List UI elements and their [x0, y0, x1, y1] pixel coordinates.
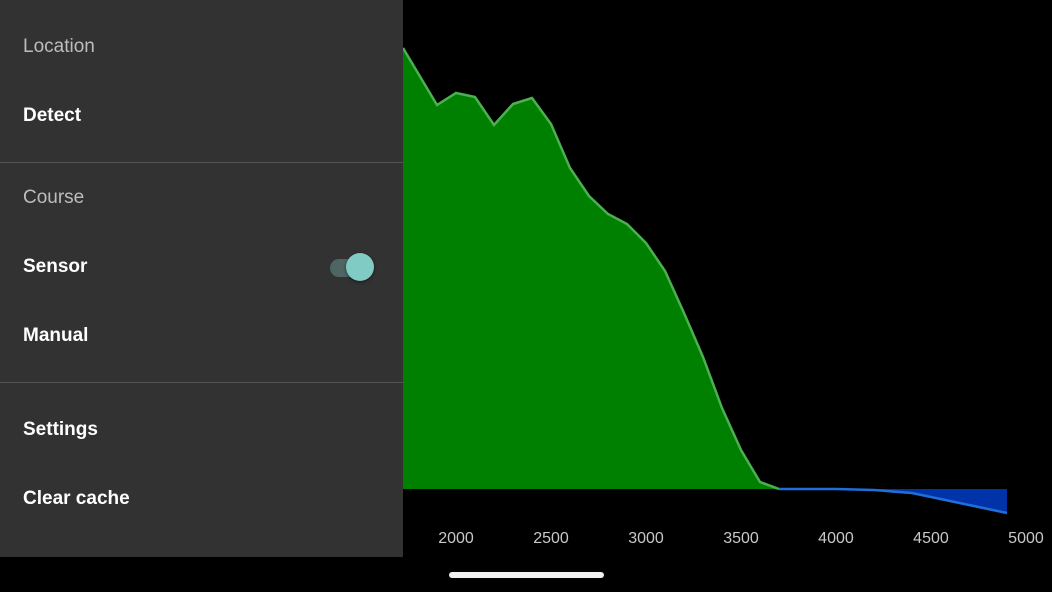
- x-tick-label: 5000: [1008, 530, 1044, 547]
- toggle-knob: [346, 253, 374, 281]
- menu-item[interactable]: Detect: [0, 86, 403, 146]
- area-line: [778, 487, 1008, 515]
- menu-item[interactable]: Sensor: [0, 237, 403, 297]
- area: [778, 489, 1007, 513]
- x-tick-label: 3500: [723, 530, 759, 547]
- chart: 2000 2500 3000 3500 4000 4500 5000: [401, 47, 1044, 547]
- divider: [0, 162, 403, 163]
- area-line: [401, 47, 780, 491]
- x-tick-label: 2500: [533, 530, 569, 547]
- menu-item-label: Clear cache: [23, 488, 130, 509]
- navigation-drawer: Location Detect Course Sensor Manual Settings…: [0, 0, 403, 557]
- section-header: Location: [23, 36, 95, 57]
- x-tick-label: 4000: [818, 530, 854, 547]
- divider: [0, 382, 403, 383]
- area: [403, 48, 779, 489]
- menu-item-label: Sensor: [23, 256, 88, 277]
- menu-item-label: Detect: [23, 105, 82, 126]
- section-header: Course: [23, 187, 85, 208]
- toggle-switch[interactable]: [330, 252, 374, 282]
- x-tick-label: 4500: [913, 530, 949, 547]
- menu-item[interactable]: Clear cache: [0, 469, 403, 529]
- menu-item[interactable]: Manual: [0, 306, 403, 366]
- menu-item-label: Manual: [23, 325, 89, 346]
- home-indicator[interactable]: [449, 572, 604, 578]
- x-tick-label: 3000: [628, 530, 664, 547]
- menu-item[interactable]: Settings: [0, 400, 403, 460]
- menu-item-label: Settings: [23, 419, 98, 440]
- x-tick-label: 2000: [438, 530, 474, 547]
